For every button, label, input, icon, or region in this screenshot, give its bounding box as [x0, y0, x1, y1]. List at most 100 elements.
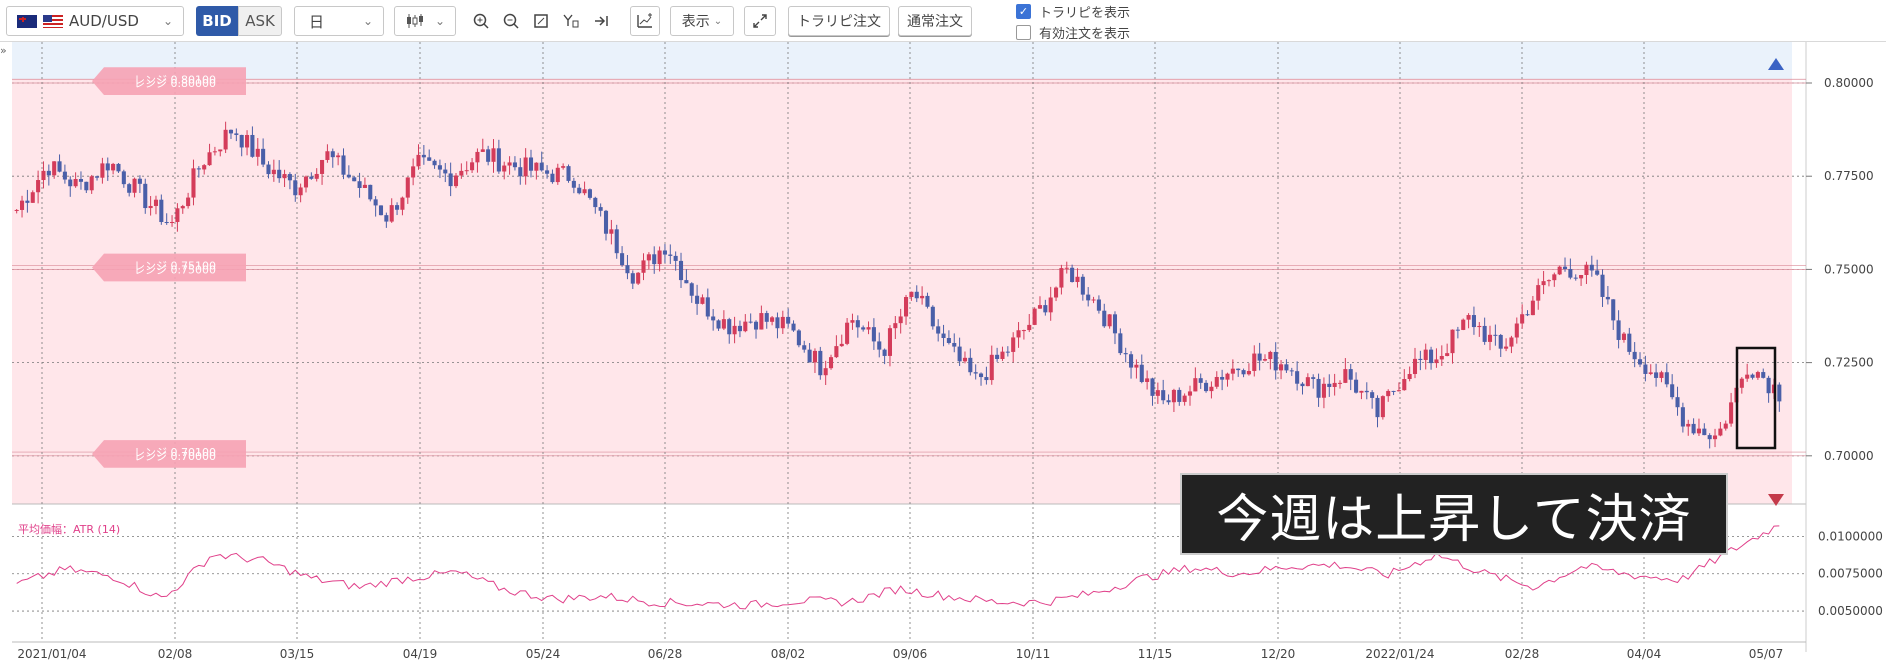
normal-order-button[interactable]: 通常注文	[898, 6, 972, 36]
candle-body	[1504, 346, 1509, 349]
candle-body	[1316, 378, 1321, 398]
fit-icon[interactable]	[528, 8, 554, 34]
range-tag-label: レンジ 0.70100	[134, 446, 216, 459]
candle-body	[1761, 372, 1766, 378]
candle-body	[512, 162, 517, 168]
chevron-down-icon: ⌄	[362, 14, 373, 28]
candle-body	[421, 154, 426, 158]
candle-body	[962, 357, 968, 362]
candle-body	[186, 197, 191, 207]
checkmark-icon: ✓	[1016, 4, 1031, 19]
candle-body	[845, 322, 850, 344]
crosshair-icon[interactable]	[558, 8, 584, 34]
candle-body	[566, 166, 571, 181]
candle-body	[175, 208, 180, 223]
add-indicator-icon[interactable]	[630, 6, 660, 36]
price-tick-label: 0.77500	[1824, 169, 1874, 183]
traripi-order-button[interactable]: トラリピ注文	[788, 6, 890, 36]
candle-body	[36, 180, 41, 193]
candle-body	[1637, 359, 1643, 365]
candle-body	[716, 320, 721, 329]
candle-body	[378, 205, 384, 216]
candle-body	[1396, 390, 1401, 392]
show-active-orders-label: 有効注文を表示	[1039, 27, 1131, 42]
candle-body	[223, 129, 228, 150]
candle-body	[1295, 371, 1300, 384]
candle-body	[475, 151, 480, 163]
atr-indicator-label: 平均価幅：ATR (14)	[18, 523, 120, 536]
candle-body	[1059, 268, 1064, 288]
scroll-up-arrow-icon[interactable]	[1768, 58, 1784, 70]
candle-body	[652, 254, 657, 265]
bid-button[interactable]: BID	[196, 6, 238, 36]
scroll-to-end-icon[interactable]	[588, 8, 614, 34]
candle-body	[930, 306, 935, 327]
candle-body	[411, 166, 416, 178]
candle-body	[298, 187, 303, 196]
show-traripi-checkbox[interactable]: ✓ トラリピを表示	[1016, 2, 1130, 21]
candle-body	[486, 149, 491, 162]
candle-body	[389, 205, 394, 222]
chart-toolbar: AUD/USD ⌄ BID ASK 日 ⌄ ⌄ 表示 ⌄ トラリピ注文 通常	[0, 0, 1886, 42]
candle-body	[1514, 323, 1519, 338]
price-tick-label: 0.72500	[1824, 356, 1874, 370]
candle-body	[1118, 333, 1123, 354]
candle-body	[384, 215, 389, 222]
candle-body	[111, 163, 116, 171]
candle-body	[668, 254, 673, 256]
candle-body	[1284, 364, 1289, 371]
candle-body	[1070, 267, 1075, 283]
symbol-select[interactable]: AUD/USD ⌄	[6, 6, 184, 36]
candle-body	[1225, 373, 1230, 380]
candle-body	[828, 357, 834, 369]
candle-body	[1530, 300, 1535, 316]
candle-body	[700, 297, 705, 304]
candle-body	[705, 297, 710, 317]
candle-body	[936, 326, 941, 334]
atr-line	[16, 525, 1780, 610]
show-active-orders-checkbox[interactable]: 有効注文を表示	[1016, 23, 1130, 42]
candle-body	[1220, 376, 1225, 380]
candle-body	[1134, 364, 1139, 368]
candle-body	[770, 317, 775, 322]
candle-body	[1546, 280, 1551, 282]
candle-body	[1664, 372, 1669, 385]
candle-body	[330, 151, 335, 158]
atr-indicator	[16, 525, 1780, 610]
candle-body	[737, 325, 742, 332]
symbol-label: AUD/USD	[69, 12, 139, 30]
range-tag-shape	[92, 253, 246, 282]
period-select[interactable]: 日 ⌄	[294, 6, 384, 36]
chart-type-select[interactable]: ⌄	[394, 6, 456, 36]
display-menu[interactable]: 表示 ⌄	[670, 6, 734, 36]
zoom-out-icon[interactable]	[498, 8, 524, 34]
chart-background	[12, 42, 1807, 652]
candle-body	[657, 250, 662, 265]
candle-body	[684, 280, 689, 284]
candle-body	[555, 167, 560, 183]
scroll-down-arrow-icon[interactable]	[1768, 494, 1784, 506]
candle-body	[523, 157, 528, 177]
us-flag-icon	[43, 14, 63, 28]
candle-body	[1364, 390, 1369, 393]
candle-body	[791, 323, 796, 331]
candle-body	[1327, 383, 1332, 387]
candle-body	[646, 254, 651, 261]
candle-body	[432, 160, 437, 166]
candle-body	[25, 200, 30, 203]
candle-body	[1412, 358, 1418, 375]
candle-body	[882, 349, 887, 356]
candle-body	[1562, 266, 1568, 270]
candle-body	[395, 205, 400, 210]
date-tick-label: 10/11	[1016, 647, 1051, 661]
candle-body	[1557, 266, 1562, 275]
candle-body	[1182, 395, 1187, 402]
candle-body	[1423, 349, 1428, 360]
ask-button[interactable]: ASK	[238, 6, 282, 36]
collapse-sidebar-icon[interactable]: »	[0, 44, 7, 57]
fullscreen-icon[interactable]	[744, 6, 776, 36]
candle-body	[721, 319, 726, 329]
candle-body	[1193, 378, 1198, 392]
zoom-in-icon[interactable]	[468, 8, 494, 34]
